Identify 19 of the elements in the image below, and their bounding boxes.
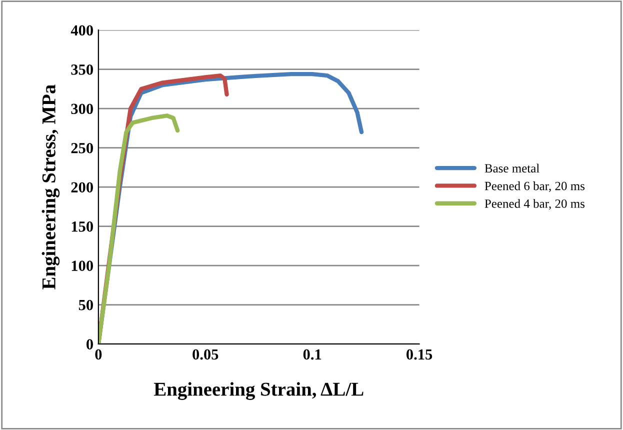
y-tick-label: 250 — [71, 142, 93, 154]
x-tick-label: 0.1 — [303, 349, 322, 360]
x-tick-label: 0 — [95, 349, 102, 360]
y-tick-label: 150 — [72, 221, 93, 232]
y-tick-label: 50 — [78, 300, 93, 310]
x-tick-label: 0.15 — [406, 349, 432, 360]
legend-label: Peened 4 bar, 20 ms — [484, 199, 585, 210]
legend-label: Base metal — [484, 164, 540, 173]
y-tick-label: 0 — [86, 339, 93, 350]
x-tick-label: 0.05 — [192, 349, 218, 360]
line-series — [98, 114, 180, 344]
y-tick-label: 100 — [72, 260, 93, 271]
y-tick-label: 200 — [71, 182, 93, 192]
y-tick-label: 300 — [71, 104, 93, 114]
y-tick-label: 350 — [71, 64, 93, 75]
y-axis-title: Engineering Stress, MPa — [42, 84, 60, 290]
x-axis-title: Engineering Strain, ΔL/L — [154, 382, 364, 400]
legend-label: Peened 6 bar, 20 ms — [484, 181, 585, 192]
y-tick-label: 400 — [70, 25, 93, 36]
